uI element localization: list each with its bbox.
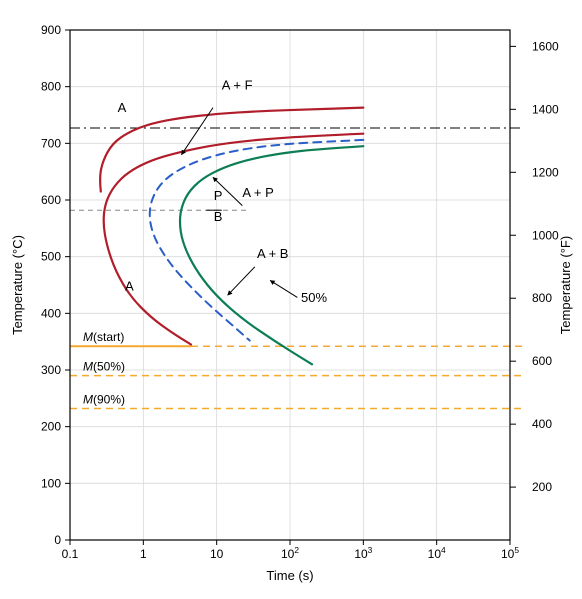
x-tick-label: 1	[140, 547, 147, 561]
annotation-arrow	[270, 280, 297, 297]
annotation-text: A	[125, 279, 134, 294]
y-left-tick-label: 0	[54, 533, 61, 547]
y-right-tick-label: 400	[532, 417, 552, 431]
annotation-text: A + F	[222, 78, 253, 93]
y-left-tick-label: 600	[41, 193, 61, 207]
y-left-tick-label: 500	[41, 250, 61, 264]
y-left-tick-label: 300	[41, 363, 61, 377]
m-label: M(90%)	[83, 393, 125, 407]
y-left-tick-label: 200	[41, 420, 61, 434]
y-right-tick-label: 1000	[532, 228, 559, 242]
annotation-text: A	[118, 100, 127, 115]
x-tick-label: 104	[428, 545, 446, 561]
annotation-arrow	[228, 267, 255, 295]
x-tick-label: 105	[501, 545, 519, 561]
y-left-tick-label: 100	[41, 476, 61, 490]
x-tick-label: 0.1	[62, 547, 79, 561]
x-axis-label: Time (s)	[266, 568, 313, 583]
annotation-text: P	[214, 188, 223, 203]
x-tick-label: 103	[354, 545, 372, 561]
y-left-tick-label: 800	[41, 80, 61, 94]
m-label: M(start)	[83, 330, 124, 344]
y-right-tick-label: 800	[532, 291, 552, 305]
x-tick-label: 102	[281, 545, 299, 561]
annotation-text: 50%	[301, 290, 327, 305]
annotation-text: A + P	[242, 185, 273, 200]
y-left-tick-label: 700	[41, 136, 61, 150]
y-right-tick-label: 200	[532, 480, 552, 494]
itt-diagram: 0.1 1 10 102 103 104 105 0 100 200 300 400 500 600 700…	[0, 0, 582, 599]
x-tick-label: 10	[210, 547, 224, 561]
m-label: M(50%)	[83, 360, 125, 374]
y-right-tick-label: 1400	[532, 102, 559, 116]
y-left-tick-label: 400	[41, 306, 61, 320]
y-right-tick-label: 1200	[532, 165, 559, 179]
y-right-tick-label: 600	[532, 354, 552, 368]
annotation-text: B	[214, 209, 223, 224]
y-left-axis-label: Temperature (°C)	[10, 235, 25, 335]
annotation-text: A + B	[257, 246, 288, 261]
y-right-tick-label: 1600	[532, 39, 559, 53]
y-left-tick-label: 900	[41, 23, 61, 37]
y-right-axis-label: Temperature (°F)	[558, 236, 573, 334]
